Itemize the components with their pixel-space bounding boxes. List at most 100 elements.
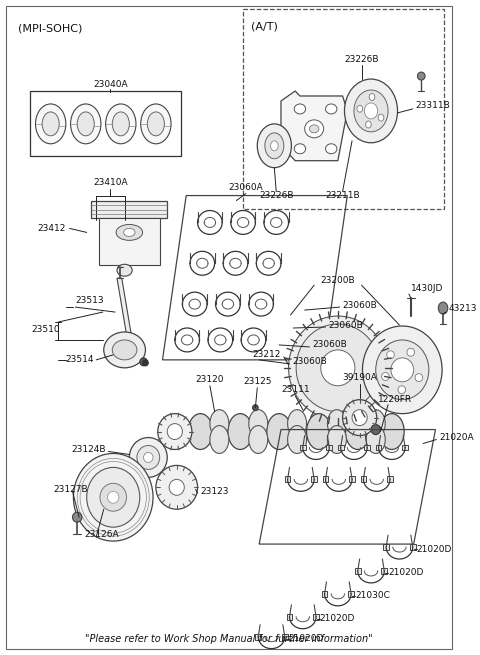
Text: 23111: 23111 [281, 385, 310, 394]
Text: 21020D: 21020D [320, 614, 355, 624]
Text: 23200B: 23200B [321, 276, 355, 285]
Text: 23125: 23125 [243, 377, 272, 386]
Ellipse shape [249, 409, 268, 438]
Ellipse shape [267, 414, 291, 449]
Bar [384, 544, 389, 550]
Bar [196, 424, 399, 439]
Text: 21020D: 21020D [288, 634, 324, 643]
Bar [376, 445, 382, 451]
Bar [322, 591, 327, 597]
Ellipse shape [104, 332, 145, 368]
Polygon shape [117, 278, 132, 340]
Bar [410, 544, 416, 550]
Text: 21030C: 21030C [355, 591, 390, 601]
Text: 23060A: 23060A [228, 183, 264, 192]
Text: 23060B: 23060B [343, 301, 377, 310]
Ellipse shape [357, 105, 362, 112]
Text: 39190A: 39190A [342, 373, 377, 383]
Ellipse shape [407, 348, 415, 356]
Text: 23040A: 23040A [93, 79, 128, 88]
Ellipse shape [380, 414, 404, 449]
Ellipse shape [362, 326, 442, 414]
Ellipse shape [265, 133, 284, 159]
Ellipse shape [310, 125, 319, 133]
Text: 23060B: 23060B [292, 358, 327, 366]
Ellipse shape [438, 302, 448, 314]
Ellipse shape [364, 103, 378, 119]
Ellipse shape [158, 414, 192, 449]
Ellipse shape [112, 112, 129, 136]
Ellipse shape [345, 79, 397, 143]
Ellipse shape [141, 104, 171, 144]
Text: 43213: 43213 [449, 303, 477, 312]
Bar [243, 9, 444, 208]
Text: (A/T): (A/T) [251, 22, 277, 31]
Ellipse shape [366, 121, 371, 128]
Text: 23124B: 23124B [71, 445, 106, 454]
Ellipse shape [116, 225, 143, 240]
Ellipse shape [210, 409, 229, 438]
Bar [360, 476, 366, 482]
Ellipse shape [169, 479, 184, 495]
Ellipse shape [117, 264, 132, 276]
Bar [99, 219, 160, 265]
Ellipse shape [325, 104, 337, 114]
Ellipse shape [366, 409, 385, 438]
Ellipse shape [307, 414, 331, 449]
Ellipse shape [112, 340, 137, 360]
Text: 23513: 23513 [75, 295, 104, 305]
Ellipse shape [354, 90, 388, 132]
Text: 23410A: 23410A [93, 178, 128, 187]
Text: 23412: 23412 [37, 224, 66, 233]
Ellipse shape [387, 351, 394, 359]
Ellipse shape [87, 468, 140, 527]
Ellipse shape [140, 358, 147, 366]
Text: 23226B: 23226B [344, 54, 379, 64]
Ellipse shape [188, 414, 213, 449]
Ellipse shape [71, 104, 101, 144]
Ellipse shape [371, 424, 381, 434]
Ellipse shape [327, 409, 347, 438]
Ellipse shape [418, 72, 425, 80]
Text: 1430JD: 1430JD [411, 284, 443, 293]
Ellipse shape [129, 438, 167, 477]
Ellipse shape [346, 414, 370, 449]
Text: 23060B: 23060B [328, 320, 363, 329]
Ellipse shape [415, 373, 423, 382]
Ellipse shape [210, 426, 229, 453]
Ellipse shape [36, 104, 66, 144]
Ellipse shape [100, 483, 127, 511]
Ellipse shape [294, 144, 306, 154]
Ellipse shape [378, 114, 384, 121]
Ellipse shape [352, 409, 367, 426]
Text: 23123: 23123 [201, 487, 229, 496]
Ellipse shape [321, 350, 355, 386]
Ellipse shape [108, 491, 119, 503]
Bar [323, 476, 328, 482]
Ellipse shape [327, 426, 347, 453]
Text: (MPI-SOHC): (MPI-SOHC) [18, 24, 83, 33]
Ellipse shape [257, 124, 291, 168]
Ellipse shape [391, 358, 414, 382]
Text: 23514: 23514 [66, 356, 95, 364]
Bar [402, 445, 408, 451]
Ellipse shape [156, 466, 198, 509]
Text: 23126A: 23126A [85, 530, 120, 538]
Text: 23510: 23510 [32, 326, 60, 335]
Ellipse shape [167, 424, 182, 440]
Ellipse shape [147, 112, 165, 136]
Bar [338, 445, 344, 451]
Ellipse shape [325, 144, 337, 154]
Bar [348, 591, 354, 597]
Ellipse shape [106, 104, 136, 144]
Text: 23211B: 23211B [325, 191, 360, 200]
Bar [282, 633, 288, 640]
Text: 21020A: 21020A [439, 433, 474, 442]
Ellipse shape [144, 453, 153, 462]
Ellipse shape [369, 94, 375, 100]
Bar [312, 476, 317, 482]
Ellipse shape [376, 340, 429, 400]
Text: 23212: 23212 [252, 350, 281, 360]
Ellipse shape [288, 316, 387, 420]
Ellipse shape [124, 229, 135, 236]
